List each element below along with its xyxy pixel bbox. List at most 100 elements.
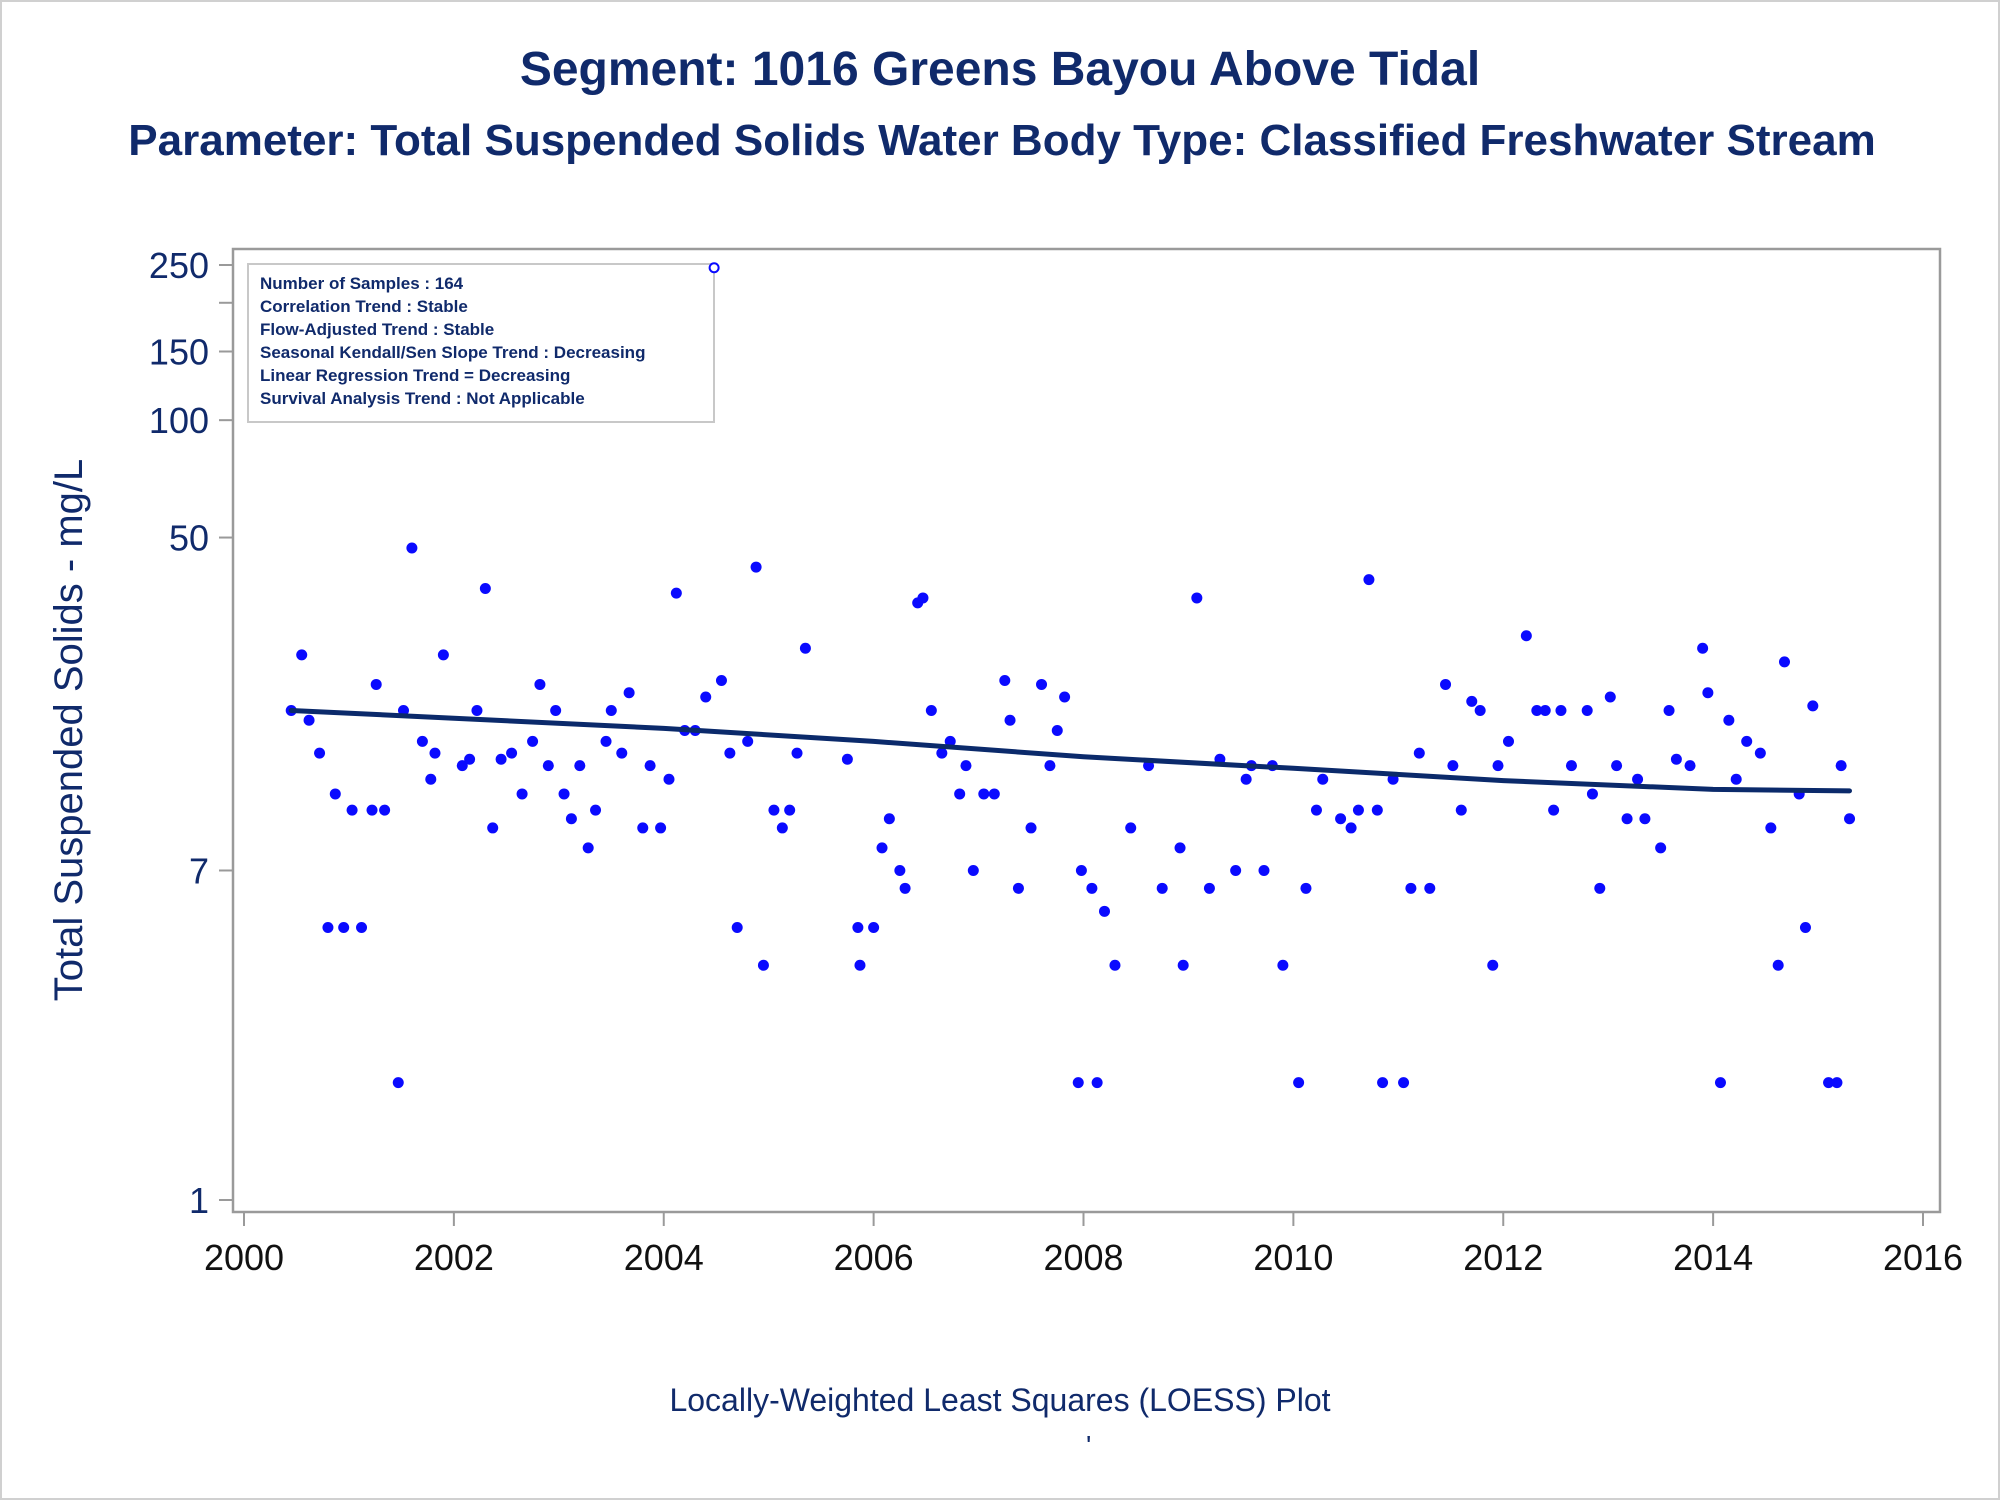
trend-line: [288, 708, 1852, 794]
info-box-line: Seasonal Kendall/Sen Slope Trend : Decre…: [260, 343, 645, 362]
data-point: [1109, 959, 1121, 971]
info-box-line: Correlation Trend : Stable: [260, 297, 468, 316]
y-tick-label: 250: [149, 245, 209, 286]
data-point: [1492, 760, 1504, 772]
data-point: [988, 788, 1000, 800]
info-box-line: Survival Analysis Trend : Not Applicable: [260, 389, 585, 408]
data-point: [1230, 864, 1242, 876]
data-point: [495, 753, 507, 765]
data-point: [1440, 678, 1452, 690]
data-point: [314, 747, 326, 759]
y-tick-label: 7: [189, 850, 209, 891]
data-point: [784, 804, 796, 816]
data-point: [406, 542, 418, 554]
data-point: [338, 921, 350, 933]
data-point: [1714, 1077, 1726, 1089]
data-point: [967, 864, 979, 876]
chart-title: Segment: 1016 Greens Bayou Above Tidal: [519, 43, 1481, 96]
data-point: [1604, 691, 1616, 703]
x-tick-label: 2006: [834, 1237, 914, 1278]
data-point: [1293, 1077, 1305, 1089]
y-tick-label: 50: [169, 518, 209, 559]
data-point: [944, 735, 956, 747]
data-point: [1555, 705, 1567, 717]
data-point: [1051, 724, 1063, 736]
data-point: [616, 747, 628, 759]
data-point: [1663, 705, 1675, 717]
data-point: [1044, 760, 1056, 772]
data-point: [1059, 691, 1071, 703]
info-box-line: Number of Samples : 164: [260, 274, 464, 293]
data-point: [1539, 705, 1551, 717]
data-points: [285, 262, 1856, 1089]
data-point: [1447, 760, 1459, 772]
data-point: [425, 773, 437, 785]
data-point: [366, 804, 378, 816]
data-point: [999, 674, 1011, 686]
data-point: [868, 921, 880, 933]
data-point: [479, 583, 491, 595]
data-point: [1655, 842, 1667, 854]
x-axis: 2000 2002 2004 2006 2008 2010 2012 2014 2016: [204, 1212, 1963, 1278]
data-point: [1611, 760, 1623, 772]
data-point: [731, 921, 743, 933]
data-point: [487, 822, 499, 834]
data-point: [1697, 642, 1709, 654]
data-point: [1277, 959, 1289, 971]
y-tick-label: 100: [149, 400, 209, 441]
data-point: [303, 714, 315, 726]
info-box-border: [247, 263, 715, 423]
data-point: [1723, 714, 1735, 726]
data-point: [899, 882, 911, 894]
data-point: [708, 262, 720, 274]
data-point: [663, 773, 675, 785]
data-point: [1086, 882, 1098, 894]
data-point: [1310, 804, 1322, 816]
x-tick-label: 2008: [1043, 1237, 1123, 1278]
data-point: [322, 921, 334, 933]
data-point: [1398, 1077, 1410, 1089]
data-point: [437, 649, 449, 661]
data-point: [558, 788, 570, 800]
data-point: [1091, 1077, 1103, 1089]
data-point: [1203, 882, 1215, 894]
data-point: [1474, 705, 1486, 717]
data-point: [1741, 735, 1753, 747]
y-axis-label: Total Suspended Solids - mg/L: [47, 459, 91, 1002]
data-point: [1012, 882, 1024, 894]
data-point: [623, 687, 635, 699]
data-point: [1125, 822, 1137, 834]
data-point: [1548, 804, 1560, 816]
data-point: [1531, 705, 1543, 717]
data-point: [574, 760, 586, 772]
info-box-line: Linear Regression Trend = Decreasing: [260, 366, 570, 385]
data-point: [854, 959, 866, 971]
data-point: [1072, 1077, 1084, 1089]
data-point: [1317, 773, 1329, 785]
data-point: [1075, 864, 1087, 876]
data-point: [1300, 882, 1312, 894]
data-point: [370, 678, 382, 690]
plot-area-border: [231, 247, 1942, 1214]
data-point: [534, 678, 546, 690]
data-point: [1036, 678, 1048, 690]
data-point: [1377, 1077, 1389, 1089]
data-point: [1405, 882, 1417, 894]
data-point: [1466, 695, 1478, 707]
data-point: [1502, 735, 1514, 747]
data-point: [565, 813, 577, 825]
data-point: [1335, 813, 1347, 825]
data-point: [1156, 882, 1168, 894]
data-point: [1754, 747, 1766, 759]
chart-subtitle: Parameter: Total Suspended Solids Water …: [128, 116, 1876, 165]
data-point: [600, 735, 612, 747]
data-point: [1684, 760, 1696, 772]
data-point: [527, 735, 539, 747]
x-tick-label: 2016: [1883, 1237, 1963, 1278]
data-point: [978, 788, 990, 800]
data-point: [925, 705, 937, 717]
data-point: [1823, 1077, 1835, 1089]
data-point: [1424, 882, 1436, 894]
data-point: [655, 822, 667, 834]
